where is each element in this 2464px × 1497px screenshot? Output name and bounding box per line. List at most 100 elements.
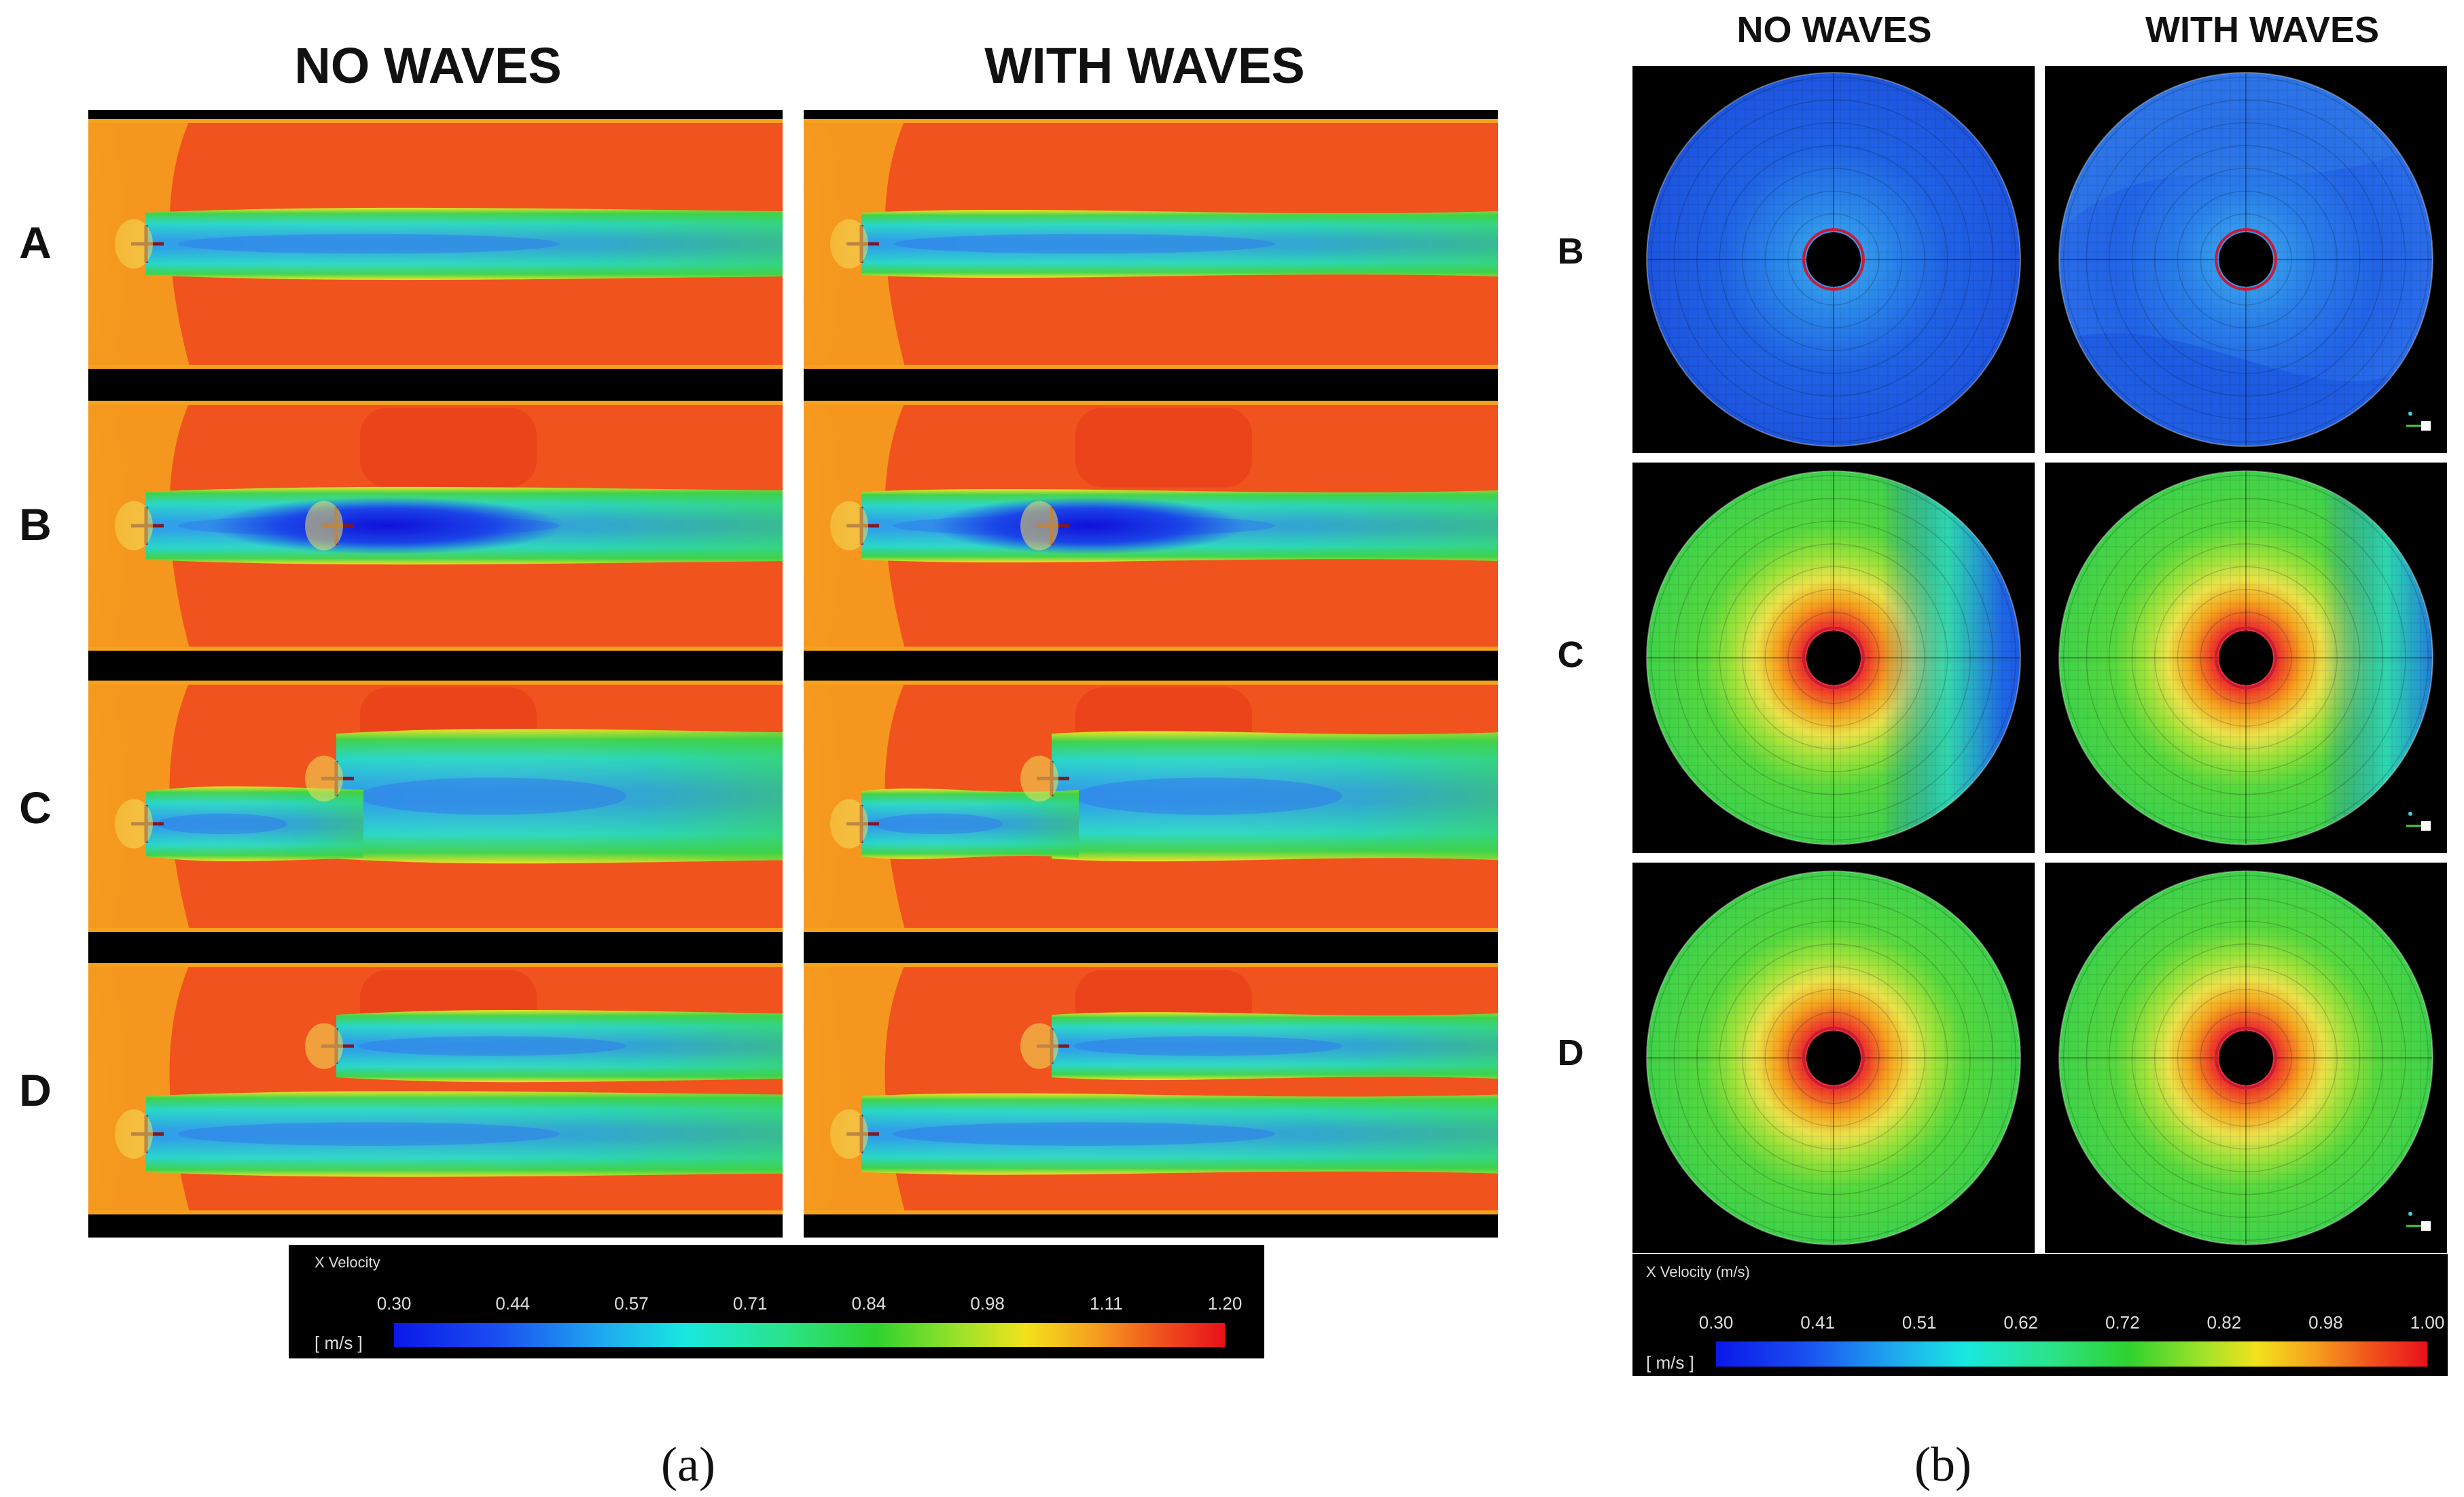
inlet-glow	[804, 401, 851, 651]
axis-triad-dot	[2408, 812, 2412, 816]
channel-wall-top	[88, 119, 783, 123]
panel-a-row-label-a: A	[19, 217, 52, 268]
colorbar-tick-label: 0.44	[495, 1293, 530, 1314]
mesh-ring	[2154, 966, 2338, 1150]
panel-b-colorbar-gradient	[1716, 1341, 2427, 1367]
mesh-ring	[1719, 543, 1948, 772]
channel-wall-bottom	[804, 647, 1498, 651]
panel-a-colorbar-title: X Velocity	[315, 1254, 380, 1271]
disc-plot-c-with-waves	[2045, 463, 2447, 853]
mesh-ring	[1742, 966, 1925, 1150]
mesh-ring	[2063, 475, 2429, 841]
rotor-stagnation-zone	[1020, 755, 1058, 802]
contour-plot-c-no-waves	[88, 681, 783, 932]
hub-rim	[1802, 228, 1865, 291]
channel-wall-bottom	[804, 1210, 1498, 1214]
mesh-ring	[1787, 213, 1880, 306]
contour-plot-d-with-waves	[804, 963, 1498, 1214]
rotor-stagnation-zone	[305, 501, 343, 551]
disc-outline	[2058, 870, 2433, 1246]
channel-wall-bottom	[88, 365, 783, 369]
hub-hole	[1806, 232, 1861, 287]
panel-a-colorbar-gradient	[394, 1323, 1225, 1347]
mesh-ring	[2109, 520, 2383, 795]
mesh-ring	[1696, 122, 1971, 397]
mesh-ring	[1764, 190, 1903, 329]
channel-wall-bottom	[88, 647, 783, 651]
mesh-ring	[2086, 99, 2406, 420]
rotor-stagnation-zone	[1020, 501, 1058, 551]
panel-a-caption: (a)	[661, 1437, 715, 1492]
panel-b-colorbar: X Velocity (m/s) 0.30 0.41 0.51 0.62 0.72 0.8…	[1632, 1254, 2448, 1376]
contour-plot-b-no-waves	[88, 401, 783, 651]
channel-wall-top	[88, 963, 783, 967]
colorbar-tick-label: 0.84	[852, 1293, 887, 1314]
mesh-ring	[1742, 566, 1925, 750]
channel-wall-bottom	[804, 365, 1498, 369]
mesh-ring	[2177, 190, 2315, 329]
hub-hole	[1806, 630, 1861, 685]
disc-plot-d-no-waves	[1632, 863, 2035, 1253]
wake-core	[358, 1036, 627, 1056]
mesh-ring	[2086, 897, 2406, 1219]
mesh-ring	[1719, 943, 1948, 1172]
channel-wall-top	[88, 681, 783, 685]
panel-b-header-with-waves: WITH WAVES	[2145, 10, 2379, 50]
disc-outline	[2058, 470, 2433, 846]
mesh-ring	[2200, 611, 2292, 704]
colorbar-tick-label: 0.62	[2003, 1312, 2038, 1333]
panel-a-row-label-c: C	[19, 782, 52, 833]
colorbar-tick-label: 0.41	[1800, 1312, 1835, 1333]
panel-b-caption: (b)	[1914, 1437, 1971, 1492]
axis-triad-dot	[2408, 1212, 2412, 1216]
mesh-ring	[2154, 168, 2338, 351]
mesh-ring	[2154, 566, 2338, 750]
panel-b-header-no-waves: NO WAVES	[1736, 10, 1931, 50]
wake-core	[1073, 1036, 1342, 1056]
wake-core	[1073, 777, 1342, 815]
mesh-ring	[2109, 122, 2383, 397]
colorbar-tick-label: 0.71	[733, 1293, 768, 1314]
axis-triad-dot	[2408, 412, 2412, 416]
mesh-ring	[1673, 897, 1994, 1219]
mesh-ring	[2086, 497, 2406, 818]
colorbar-tick-label: 0.98	[970, 1293, 1005, 1314]
wake-core	[893, 234, 1276, 254]
mesh-ring	[1650, 875, 2017, 1241]
disc-plot-b-no-waves	[1632, 66, 2035, 453]
hub-rim	[1802, 1026, 1865, 1089]
mesh-ring	[1787, 611, 1880, 704]
inlet-glow	[804, 963, 851, 1214]
colorbar-tick-label: 0.82	[2207, 1312, 2242, 1333]
colorbar-tick-label: 1.20	[1208, 1293, 1243, 1314]
panel-a-row-label-d: D	[19, 1065, 52, 1115]
panel-b-row-label-b: B	[1558, 231, 1584, 272]
mesh-ring	[2131, 543, 2361, 772]
panel-b-colorbar-unit: [ m/s ]	[1646, 1352, 1694, 1373]
mesh-ring	[2109, 920, 2383, 1195]
channel-wall-top	[804, 401, 1498, 405]
wake-core	[177, 1122, 560, 1146]
hub-hole	[2219, 1030, 2273, 1085]
mesh-ring	[2131, 145, 2361, 374]
wake-core	[893, 1122, 1276, 1146]
wake-core	[177, 234, 560, 254]
panel-a-colorbar-unit: [ m/s ]	[315, 1333, 363, 1353]
high-velocity-patch	[1075, 408, 1252, 488]
mesh-ring	[2177, 989, 2315, 1127]
hub-hole	[1806, 1030, 1861, 1085]
hub-rim	[2215, 228, 2277, 291]
disc-plot-c-no-waves	[1632, 463, 2035, 853]
contour-plot-d-no-waves	[88, 963, 783, 1214]
wake-core	[358, 777, 627, 815]
axis-triad-box	[2421, 821, 2431, 831]
inlet-glow	[88, 681, 136, 932]
colorbar-tick-label: 0.98	[2308, 1312, 2343, 1333]
mesh-ring	[1696, 520, 1971, 795]
inlet-glow	[88, 401, 136, 651]
high-velocity-patch	[360, 408, 537, 488]
contour-plot-b-with-waves	[804, 401, 1498, 651]
mesh-ring	[1764, 589, 1903, 727]
mesh-ring	[2200, 213, 2292, 306]
